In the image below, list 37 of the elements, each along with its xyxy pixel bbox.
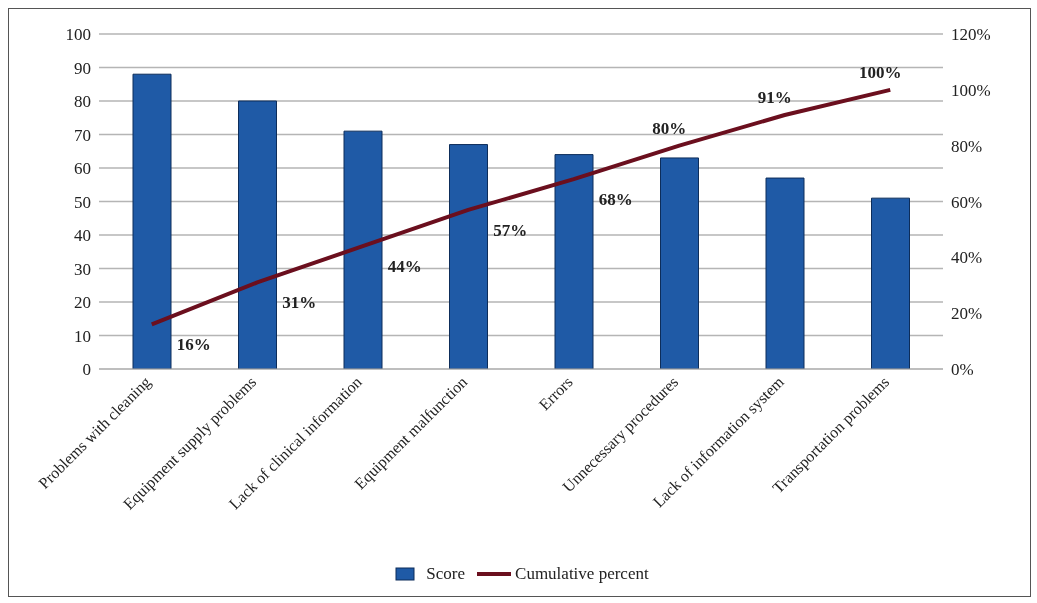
data-label: 44%: [387, 257, 422, 277]
data-label: 80%: [652, 118, 687, 138]
data-label: 57%: [493, 220, 528, 240]
data-label: 16%: [176, 335, 211, 355]
legend-label: Cumulative percent: [515, 564, 649, 584]
y-tick-label: 50: [74, 192, 91, 212]
y-tick-label: 20: [74, 293, 91, 313]
y2-tick-label: 0%: [951, 360, 974, 380]
y2-tick-label: 20%: [951, 304, 983, 324]
y2-tick-label: 40%: [951, 248, 983, 268]
y-tick-label: 40: [74, 226, 91, 246]
y-tick-label: 70: [74, 125, 91, 145]
data-label: 31%: [282, 293, 317, 313]
y-tick-label: 90: [74, 58, 91, 78]
bar: [765, 177, 805, 369]
bar: [238, 100, 277, 369]
data-label: 91%: [757, 87, 792, 107]
bar: [554, 154, 594, 369]
y2-tick-label: 120%: [951, 25, 991, 45]
y-tick-label: 60: [74, 159, 91, 179]
y-tick-label: 80: [74, 92, 91, 112]
line-series: [149, 87, 893, 327]
y2-tick-label: 60%: [951, 192, 983, 212]
bar: [132, 73, 172, 369]
bar: [871, 197, 910, 369]
y2-tick-label: 80%: [951, 136, 983, 156]
data-label: 68%: [598, 190, 633, 210]
y-tick-label: 10: [74, 326, 91, 346]
bar: [660, 157, 699, 369]
bar: [343, 130, 383, 369]
data-label: 100%: [859, 62, 902, 82]
y-tick-label: 100: [65, 25, 91, 45]
y-tick-label: 30: [74, 259, 91, 279]
y-tick-label: 0: [82, 360, 91, 380]
legend-label: Score: [426, 564, 466, 584]
y2-tick-label: 100%: [951, 80, 991, 100]
bar: [449, 144, 488, 369]
